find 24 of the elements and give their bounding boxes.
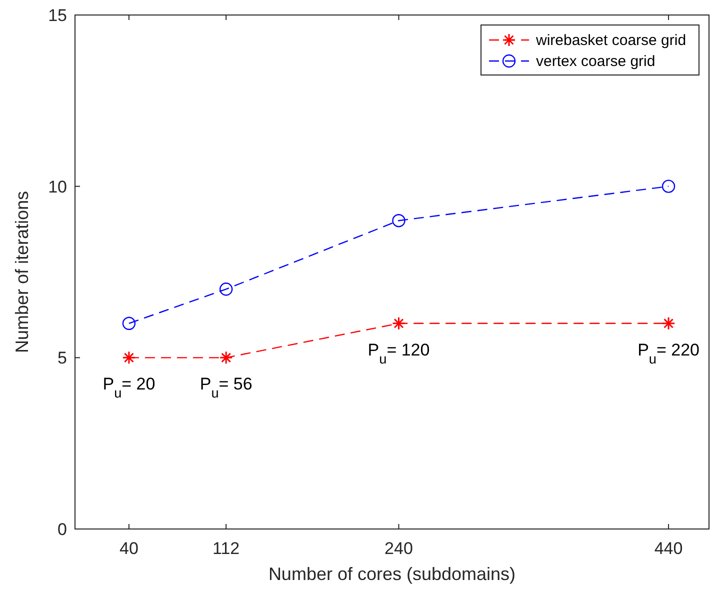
y-axis-title: Number of iterations <box>12 190 32 354</box>
point <box>219 350 233 364</box>
x-tick-label: 112 <box>212 539 240 558</box>
x-tick-label: 440 <box>654 539 683 558</box>
point <box>392 316 406 330</box>
point <box>122 316 136 330</box>
point <box>392 214 406 228</box>
x-tick-label: 240 <box>384 539 413 558</box>
y-tick-label: 5 <box>58 348 67 368</box>
annotation: P$_{u}$= 20 <box>102 374 156 400</box>
y-tick-label: 15 <box>48 6 67 25</box>
annotation: P$_{u}$= 120 <box>368 340 430 366</box>
legend-label: vertex coarse grid <box>536 53 656 70</box>
x-axis-title: Number of cores (subdomains) <box>268 564 516 584</box>
annotation: P$_{u}$= 56 <box>200 374 252 400</box>
x-tick-label: 40 <box>119 539 138 558</box>
point <box>662 316 676 330</box>
y-tick-label: 10 <box>48 177 67 196</box>
y-tick-label: 0 <box>58 520 67 539</box>
point <box>122 350 136 364</box>
point <box>662 180 676 193</box>
point <box>219 282 233 296</box>
annotation: P$_{u}$= 220 <box>638 340 700 366</box>
legend-label: wirebasket coarse grid <box>535 32 686 49</box>
